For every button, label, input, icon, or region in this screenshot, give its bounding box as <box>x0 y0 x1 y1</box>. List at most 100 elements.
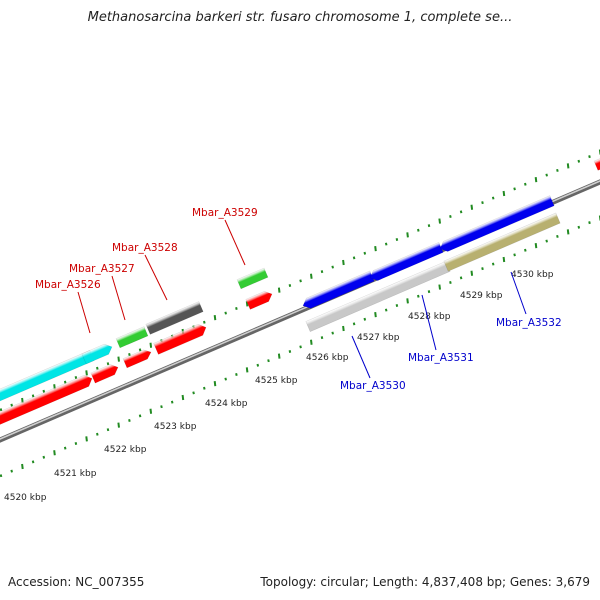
minor-tick <box>427 290 431 294</box>
major-tick <box>342 325 345 332</box>
major-tick <box>181 394 185 401</box>
leader-line <box>144 254 168 301</box>
minor-tick <box>106 362 110 366</box>
major-tick <box>245 367 249 373</box>
minor-tick <box>138 414 142 418</box>
minor-tick <box>395 303 399 307</box>
minor-tick <box>235 306 238 310</box>
major-tick <box>374 312 377 318</box>
minor-tick <box>513 187 516 191</box>
minor-tick <box>224 377 227 381</box>
dark-feature-1 <box>145 301 204 335</box>
minor-tick <box>588 221 591 225</box>
scale-label: 4523 kbp <box>154 422 197 432</box>
minor-tick <box>63 380 67 384</box>
minor-tick <box>288 349 292 353</box>
minor-tick <box>417 294 420 298</box>
minor-tick <box>331 331 334 335</box>
blue-cds-3-shape <box>439 195 555 252</box>
scale-label: 4520 kbp <box>4 493 47 503</box>
major-tick <box>566 163 570 169</box>
minor-tick <box>288 283 292 287</box>
minor-tick <box>545 173 548 177</box>
minor-tick <box>96 366 99 370</box>
red-cds-4-shape <box>153 324 207 355</box>
red-cds-6-shape <box>593 157 600 171</box>
minor-tick <box>363 251 367 255</box>
red-cds-1 <box>0 375 93 429</box>
major-tick <box>374 246 377 252</box>
minor-tick <box>481 201 484 205</box>
minor-tick <box>417 228 420 232</box>
gene-label: Mbar_A3527 <box>69 263 135 275</box>
minor-tick <box>10 403 13 407</box>
gene-label: Mbar_A3529 <box>192 207 258 219</box>
silver-feature <box>305 260 451 332</box>
major-tick <box>438 284 441 290</box>
gene-label: Mbar_A3526 <box>35 279 101 291</box>
major-tick <box>277 287 281 293</box>
major-tick <box>85 370 88 376</box>
leader-line <box>510 271 527 315</box>
minor-tick <box>556 168 559 172</box>
red-cds-2-shape <box>90 364 119 384</box>
minor-tick <box>524 248 527 252</box>
minor-tick <box>577 159 581 163</box>
minor-tick <box>235 372 238 376</box>
red-cds-3-shape <box>122 349 152 369</box>
scale-label: 4530 kbp <box>511 270 554 280</box>
major-tick <box>470 204 474 210</box>
gene-labels: Mbar_A3526 Mbar_A3527 Mbar_A3528 Mbar_A3529… <box>35 207 562 392</box>
major-tick <box>502 190 506 197</box>
green-feature-2-shape <box>236 267 269 290</box>
blue-cds-1 <box>302 270 375 309</box>
minor-tick <box>556 234 559 238</box>
major-tick <box>21 463 24 470</box>
red-cds-5 <box>245 291 273 310</box>
blue-cds-2-shape <box>369 241 444 281</box>
upper-tick-row <box>0 149 600 412</box>
minor-tick <box>577 225 581 229</box>
minor-tick <box>299 279 302 283</box>
red-cds-5-shape <box>245 291 273 310</box>
major-tick <box>53 450 56 456</box>
scale-label: 4528 kbp <box>408 312 451 322</box>
major-tick <box>534 243 538 249</box>
major-tick <box>310 339 313 345</box>
minor-tick <box>459 276 463 280</box>
leader-line <box>224 219 246 266</box>
cyan-feature-2 <box>81 343 113 365</box>
scale-label: 4526 kbp <box>306 353 349 363</box>
minor-tick <box>588 155 591 159</box>
minor-tick <box>42 389 46 393</box>
blue-cds-1-shape <box>302 270 375 309</box>
green-feature-1-shape <box>115 326 149 349</box>
minor-tick <box>10 469 13 473</box>
minor-tick <box>491 262 495 266</box>
minor-tick <box>449 280 452 284</box>
scale-label: 4524 kbp <box>205 399 248 409</box>
major-tick <box>245 301 249 307</box>
scale-label: 4522 kbp <box>104 445 147 455</box>
major-tick <box>213 381 217 387</box>
leader-line <box>111 275 126 321</box>
minor-tick <box>31 460 35 464</box>
minor-tick <box>459 210 463 214</box>
minor-tick <box>481 267 484 271</box>
leader-line <box>77 291 91 334</box>
scale-label: 4527 kbp <box>357 333 400 343</box>
scale-label: 4529 kbp <box>460 291 503 301</box>
minor-tick <box>128 353 131 356</box>
scale-label: 4525 kbp <box>255 376 298 386</box>
red-cds-4 <box>153 324 207 355</box>
minor-tick <box>449 214 452 218</box>
minor-tick <box>513 253 516 257</box>
minor-tick <box>524 182 527 186</box>
minor-tick <box>106 428 110 432</box>
gene-label: Mbar_A3532 <box>496 317 562 329</box>
major-tick <box>470 270 474 276</box>
major-tick <box>406 232 409 238</box>
cyan-feature-2-shape <box>81 343 113 365</box>
major-tick <box>149 342 153 348</box>
